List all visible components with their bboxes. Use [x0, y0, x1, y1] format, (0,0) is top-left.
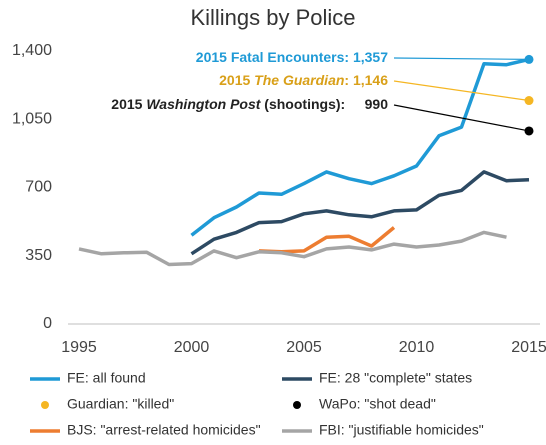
legend-label: FE: all found — [67, 370, 146, 386]
leader-line — [393, 104, 530, 132]
y-tick-label: 0 — [43, 315, 52, 332]
annotation: 2015 The Guardian: 1,146 — [219, 72, 388, 88]
legend-label: FE: 28 "complete" states — [319, 370, 472, 386]
annotation-part: (shootings): 990 — [260, 96, 388, 112]
annotation-part: The Guardian — [254, 72, 344, 88]
leader-line — [393, 80, 530, 102]
x-tick-label: 2000 — [174, 339, 210, 356]
series-line — [190, 170, 530, 256]
y-tick-label: 350 — [25, 247, 52, 264]
legend-label: BJS: "arrest-related homicides" — [67, 422, 261, 438]
y-tick-label: 700 — [25, 179, 52, 196]
x-tick-label: 2005 — [286, 339, 322, 356]
x-tick-label: 2010 — [399, 339, 435, 356]
annotation: 2015 Fatal Encounters: 1,357 — [196, 49, 388, 65]
annotation-part: Washington Post — [146, 96, 261, 112]
x-tick-label: 1995 — [61, 339, 97, 356]
series-line — [190, 57, 530, 237]
y-tick-label: 1,400 — [12, 42, 52, 59]
legend-label: WaPo: "shot dead" — [319, 396, 436, 412]
legend-label: Guardian: "killed" — [67, 396, 174, 412]
annotation-part: 2015 — [111, 96, 146, 112]
legend-label: FBI: "justifiable homicides" — [319, 422, 484, 438]
y-tick-label: 1,050 — [12, 110, 52, 127]
annotation-part: 2015 Fatal Encounters: 1,357 — [196, 49, 388, 65]
annotation-part: : 1,146 — [344, 72, 388, 88]
annotation: 2015 Washington Post (shootings): 990 — [111, 96, 388, 112]
legend-swatch — [41, 401, 49, 409]
leader-line — [393, 57, 530, 60]
x-tick-label: 2015 — [511, 339, 546, 356]
annotation-part: 2015 — [219, 72, 254, 88]
series-line — [78, 230, 507, 267]
legend-swatch — [293, 401, 301, 409]
chart-title: Killings by Police — [190, 5, 355, 30]
